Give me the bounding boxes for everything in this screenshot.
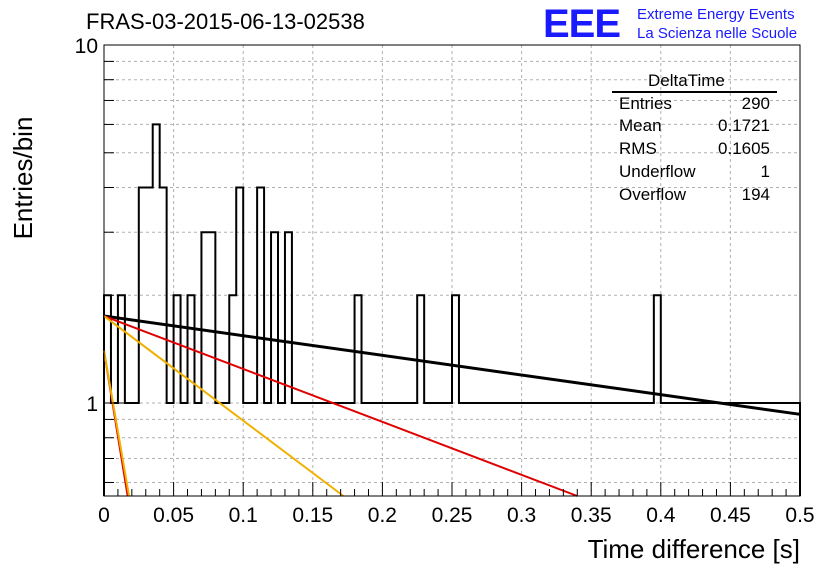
x-tick-label: 0.35 xyxy=(571,504,612,527)
x-tick-label: 0.45 xyxy=(710,504,751,527)
x-tick-label: 0 xyxy=(98,504,110,527)
histogram-bin xyxy=(355,295,362,496)
histogram-bin xyxy=(188,295,195,496)
fit-line-orange xyxy=(103,315,345,497)
logo-line2: La Scienza nelle Scuole xyxy=(637,25,798,42)
fit-lines xyxy=(103,314,801,497)
histogram-bin xyxy=(271,232,278,496)
x-tick-label: 0.05 xyxy=(153,504,194,527)
fit-line-black xyxy=(103,314,801,416)
stat-value-entries: 290 xyxy=(741,94,770,113)
stat-value-underflow: 1 xyxy=(760,162,770,181)
histogram-bin xyxy=(452,295,459,496)
histogram-bin xyxy=(208,232,215,496)
stats-title: DeltaTime xyxy=(648,71,725,90)
histogram-bin xyxy=(417,295,424,496)
x-tick-label: 0.1 xyxy=(229,504,258,527)
histogram-bin xyxy=(146,187,153,496)
x-tick-label: 0.25 xyxy=(432,504,473,527)
stat-label-rms: RMS xyxy=(619,139,657,158)
y-tick-label: 10 xyxy=(75,35,98,58)
stat-label-mean: Mean xyxy=(619,116,662,135)
stat-label-underflow: Underflow xyxy=(619,162,696,181)
fit-line-orange-steep xyxy=(103,350,131,497)
run-title: FRAS-03-2015-06-13-02538 xyxy=(86,9,365,34)
x-tick-label: 0.15 xyxy=(292,504,333,527)
x-tick-label: 0.2 xyxy=(368,504,397,527)
histogram-bin xyxy=(229,295,236,496)
eee-logo: EEE xyxy=(543,2,621,46)
y-axis-label: Entries/bin xyxy=(8,117,38,240)
x-tick-label: 0.3 xyxy=(507,504,536,527)
fit-line-red xyxy=(103,315,578,497)
stat-value-mean: 0.1721 xyxy=(718,116,770,135)
x-tick-label: 0.4 xyxy=(646,504,676,527)
stats-divider xyxy=(612,91,777,93)
stat-label-entries: Entries xyxy=(619,94,672,113)
histogram-bin xyxy=(104,295,111,496)
logo-line1: Extreme Energy Events xyxy=(637,6,795,23)
histogram-bin xyxy=(153,124,160,496)
histogram-line xyxy=(103,123,801,496)
histogram-bin xyxy=(257,187,264,496)
y-tick-label: 1 xyxy=(86,393,98,416)
stat-value-overflow: 194 xyxy=(741,185,770,204)
histogram-bin xyxy=(160,187,167,496)
axis-ticks: 0 0.05 0.1 0.15 0.2 0.25 0.3 0.35 0.4 0.45 0.5 1 10 xyxy=(75,35,815,527)
histogram-bin xyxy=(201,232,208,496)
histogram-bin xyxy=(236,187,243,496)
stat-value-rms: 0.1605 xyxy=(718,139,770,158)
x-axis-label: Time difference [s] xyxy=(588,534,800,564)
histogram-steps xyxy=(103,123,801,496)
x-tick-label: 0.5 xyxy=(785,504,814,527)
stat-label-overflow: Overflow xyxy=(619,185,687,204)
